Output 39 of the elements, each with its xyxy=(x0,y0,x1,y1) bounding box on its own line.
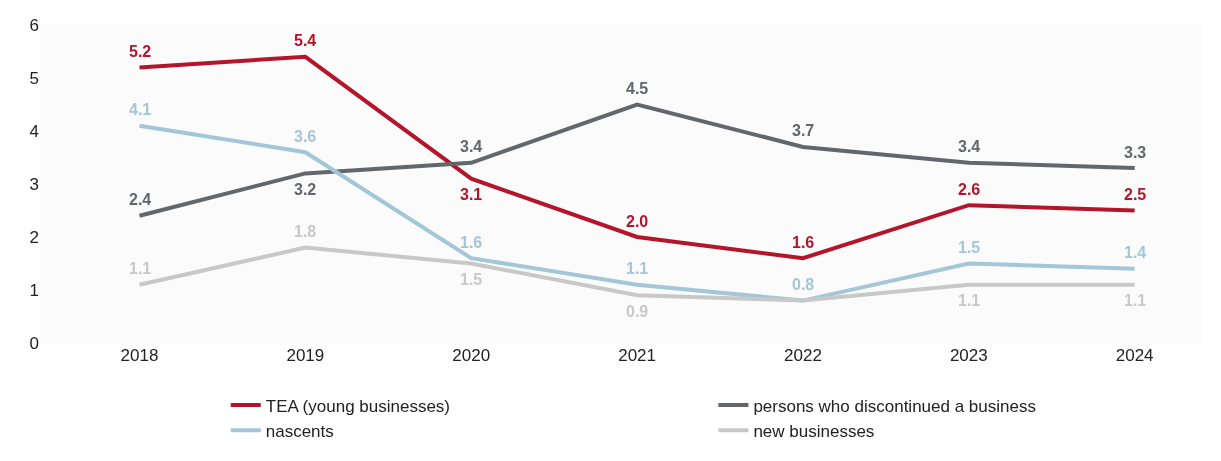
y-tick-label: 2 xyxy=(29,227,39,247)
y-tick-label: 6 xyxy=(29,15,39,35)
y-tick-label: 1 xyxy=(29,280,39,300)
data-label: 4.5 xyxy=(626,80,649,97)
data-label: 1.4 xyxy=(1124,244,1147,261)
data-label: 1.6 xyxy=(460,234,483,251)
data-label: 3.4 xyxy=(460,138,483,155)
data-label: 3.1 xyxy=(460,186,483,203)
y-tick-label: 0 xyxy=(29,333,39,353)
data-label: 3.4 xyxy=(958,138,981,155)
x-tick-label: 2023 xyxy=(949,346,988,365)
data-label: 2.4 xyxy=(129,191,152,208)
x-tick-label: 2020 xyxy=(452,346,491,365)
data-label: 0.8 xyxy=(792,276,815,293)
x-tick-label: 2024 xyxy=(1115,346,1154,365)
legend-label: new businesses xyxy=(753,421,875,441)
data-label: 2.0 xyxy=(626,213,649,230)
data-label: 5.2 xyxy=(129,43,152,60)
data-label: 2.5 xyxy=(1124,186,1147,203)
y-tick-label: 3 xyxy=(29,174,39,194)
data-label: 3.2 xyxy=(294,181,317,198)
data-label: 2.6 xyxy=(958,181,981,198)
data-label: 1.5 xyxy=(958,239,981,256)
data-label: 4.1 xyxy=(129,101,152,118)
legend-label: persons who discontinued a business xyxy=(753,396,1036,416)
data-label: 1.6 xyxy=(792,234,815,251)
data-label: 3.7 xyxy=(792,122,815,139)
data-label: 3.3 xyxy=(1124,144,1147,161)
x-tick-label: 2022 xyxy=(784,346,822,365)
x-tick-label: 2018 xyxy=(120,346,159,365)
y-tick-label: 4 xyxy=(29,121,39,141)
data-label: 3.6 xyxy=(294,128,317,145)
data-label: 5.4 xyxy=(294,32,317,49)
x-tick-label: 2021 xyxy=(618,346,656,365)
data-label: 1.1 xyxy=(626,260,649,277)
x-tick-label: 2019 xyxy=(286,346,325,365)
legend-label: TEA (young businesses) xyxy=(265,396,451,416)
y-tick-label: 5 xyxy=(29,68,39,88)
legend-label: nascents xyxy=(265,421,334,441)
